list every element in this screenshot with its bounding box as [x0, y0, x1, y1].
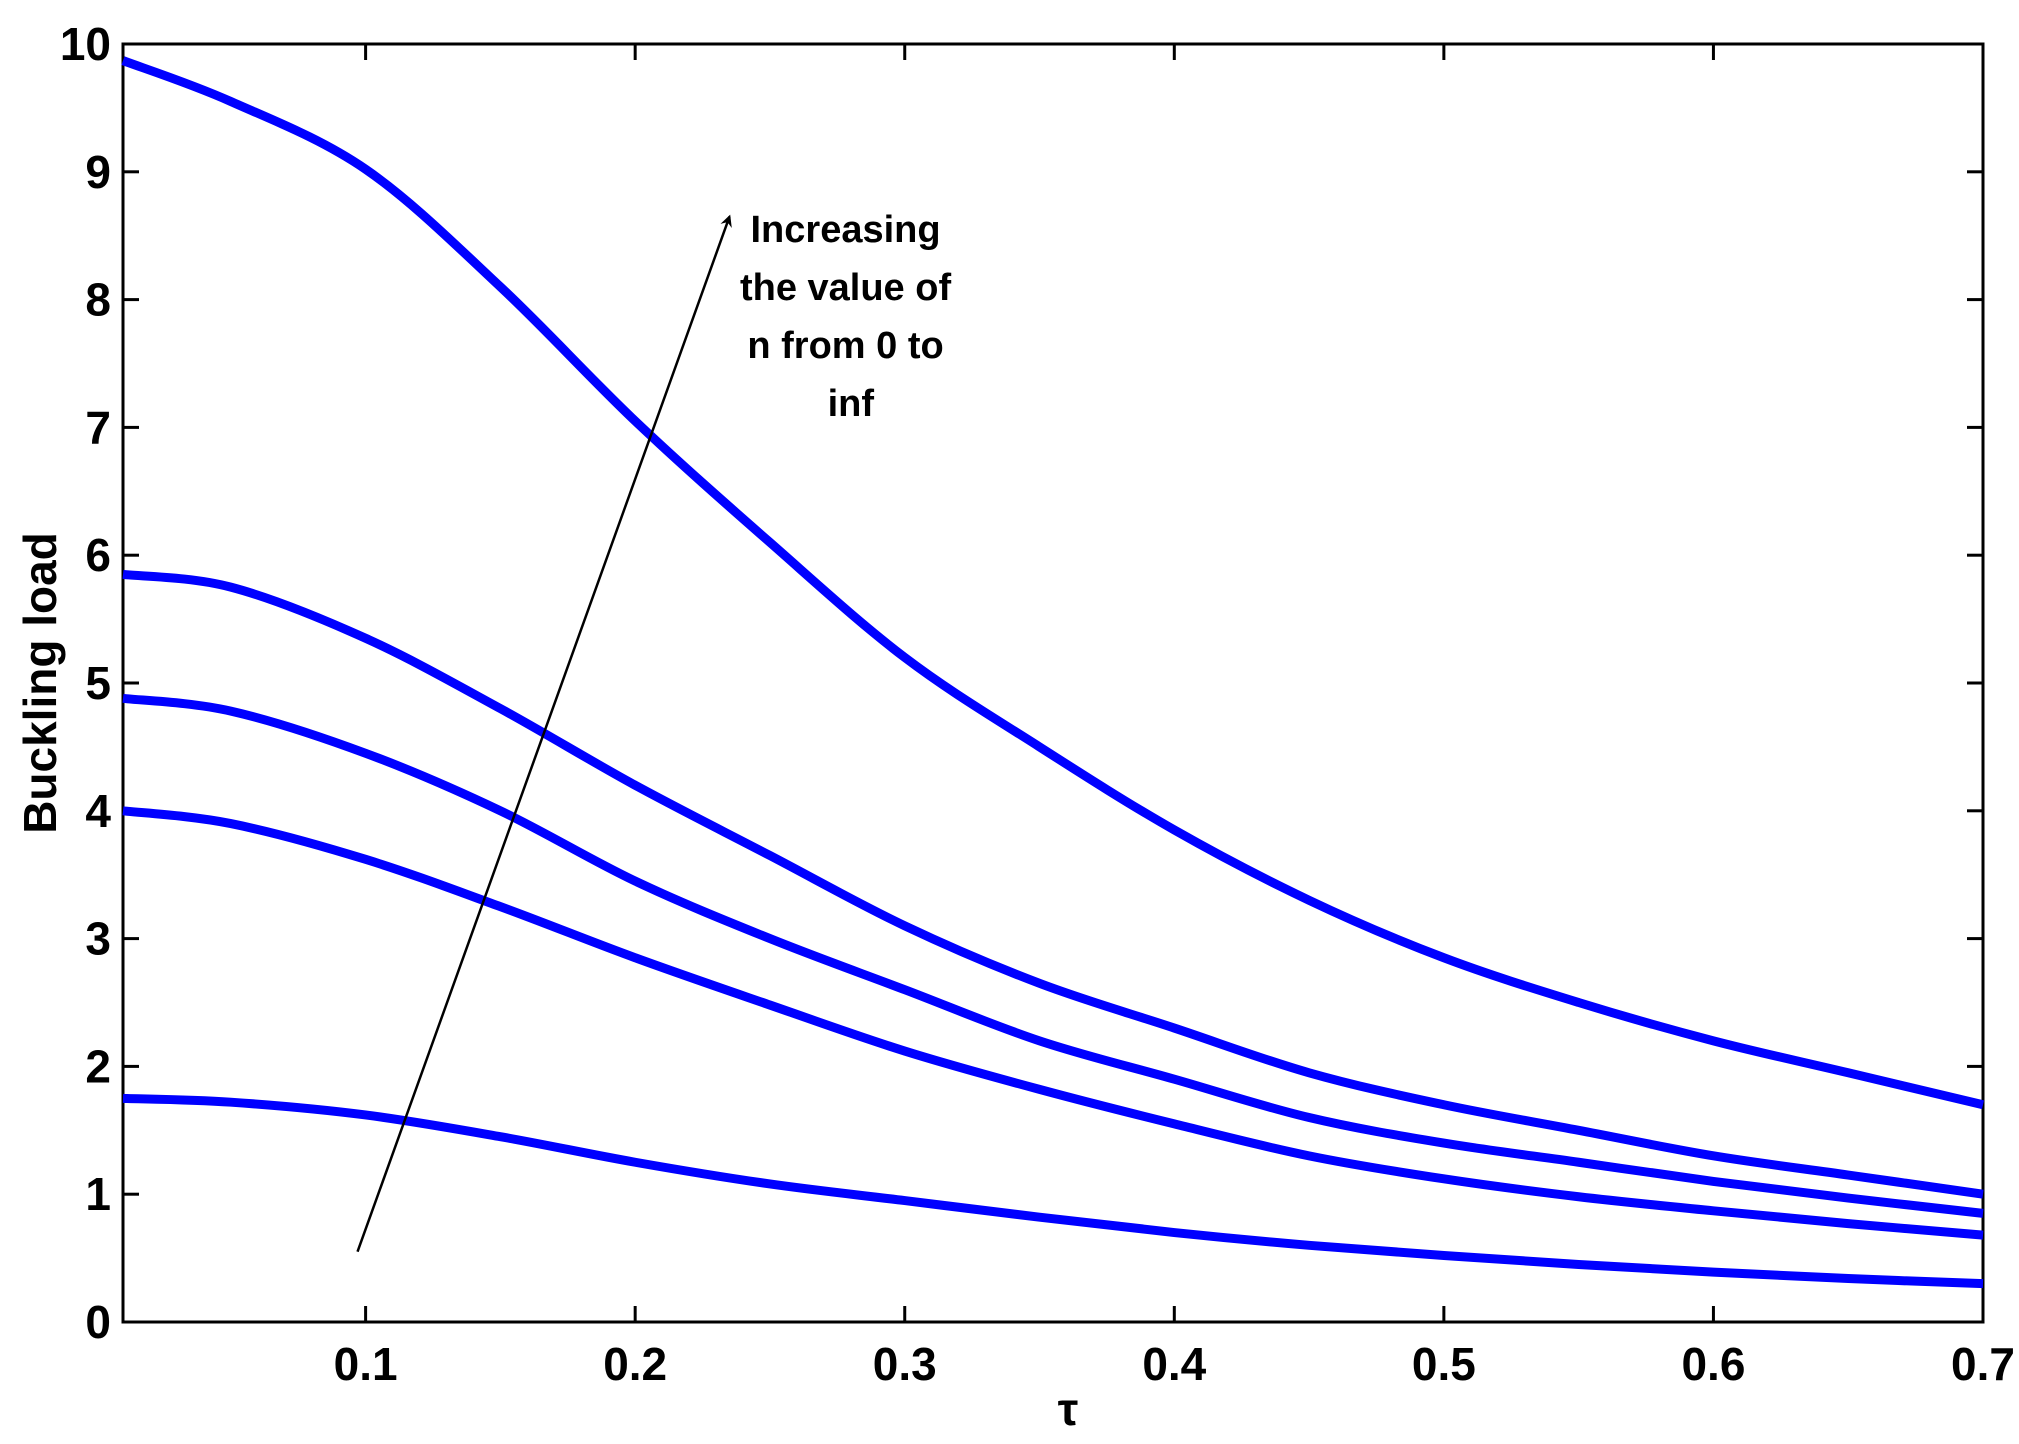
x-tick-labels: 0.1 0.2 0.3 0.4 0.5 0.6 0.7 — [334, 1338, 2015, 1390]
series-line-4 — [122, 806, 1984, 1240]
x-tick-label: 0.3 — [873, 1338, 937, 1390]
y-tick-label: 0 — [85, 1296, 111, 1348]
annotation-line-4: inf — [828, 383, 875, 425]
x-tick-label: 0.4 — [1142, 1338, 1206, 1390]
annotation-line-1: Increasing — [751, 209, 941, 251]
x-tick-label: 0.7 — [1951, 1338, 2015, 1390]
y-tick-label: 5 — [85, 657, 111, 709]
annotation-line-2: the value of — [740, 267, 951, 309]
x-tick-label: 0.2 — [603, 1338, 667, 1390]
y-tick-label: 2 — [85, 1040, 111, 1092]
annotation-text: Increasing the value of n from 0 to inf — [740, 209, 962, 425]
annotation: Increasing the value of n from 0 to inf — [356, 209, 962, 1253]
x-tick-label: 0.1 — [334, 1338, 398, 1390]
y-tick-label: 7 — [85, 401, 111, 453]
x-tick-label: 0.5 — [1412, 1338, 1476, 1390]
y-axis-label: Buckling load — [14, 532, 66, 834]
x-axis-label: τ — [1058, 1383, 1079, 1435]
y-tick-label: 10 — [60, 18, 111, 70]
y-tick-label: 6 — [85, 529, 111, 581]
y-tick-label: 3 — [85, 913, 111, 965]
x-tick-label: 0.6 — [1681, 1338, 1745, 1390]
annotation-line-3: n from 0 to — [747, 325, 943, 367]
series-line-2 — [122, 569, 1984, 1199]
increasing-n-arrow — [356, 214, 732, 1253]
series-line-5 — [122, 1093, 1984, 1289]
y-tick-label: 9 — [85, 146, 111, 198]
series-line-3 — [122, 693, 1984, 1218]
y-tick-labels: 0 1 2 3 4 5 6 7 8 9 10 — [60, 18, 112, 1348]
y-tick-label: 1 — [85, 1168, 111, 1220]
axis-ticks — [123, 42, 1985, 1324]
y-tick-label: 4 — [85, 785, 111, 837]
y-tick-label: 8 — [85, 274, 111, 326]
series-line-1 — [121, 56, 1985, 1110]
series-lines — [121, 56, 1985, 1289]
